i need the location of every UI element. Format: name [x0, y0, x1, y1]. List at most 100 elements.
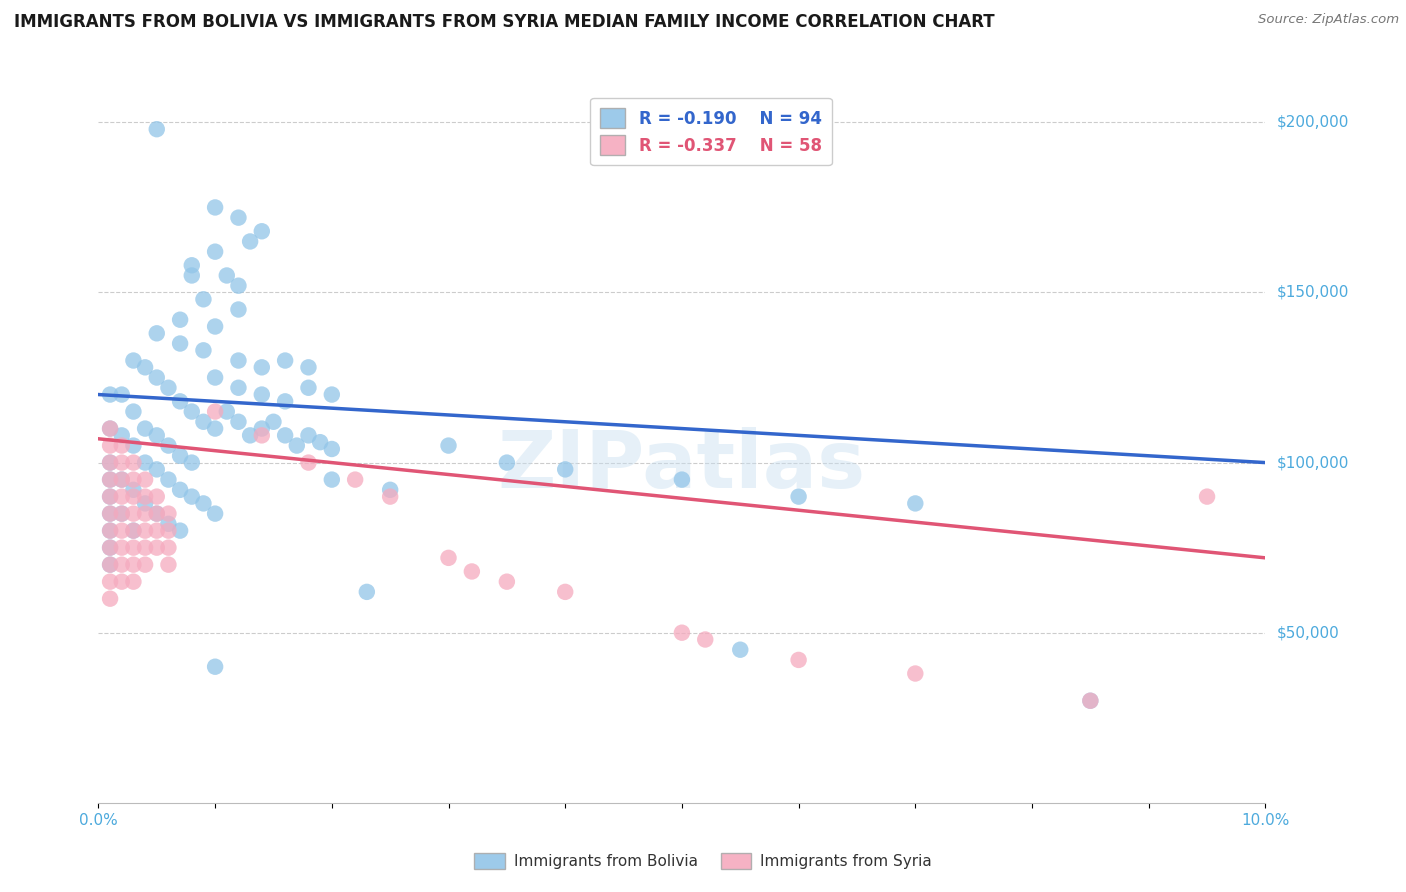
Point	[134, 558, 156, 572]
Point	[461, 565, 484, 579]
Point	[122, 353, 145, 368]
Point	[554, 462, 576, 476]
Point	[98, 421, 121, 435]
Point	[122, 473, 145, 487]
Point	[169, 524, 191, 538]
Text: $200,000: $200,000	[1277, 115, 1348, 130]
Point	[321, 473, 343, 487]
Point	[297, 456, 319, 470]
Point	[496, 574, 519, 589]
Point	[297, 360, 319, 375]
Point	[904, 666, 927, 681]
Point	[671, 625, 693, 640]
Point	[146, 122, 169, 136]
Point	[111, 524, 134, 538]
Point	[180, 404, 202, 418]
Point	[204, 404, 226, 418]
Point	[98, 558, 121, 572]
Point	[228, 302, 250, 317]
Point	[204, 244, 226, 259]
Point	[98, 456, 121, 470]
Point	[122, 524, 145, 538]
Point	[111, 428, 134, 442]
Text: $50,000: $50,000	[1277, 625, 1340, 640]
Point	[146, 507, 169, 521]
Point	[146, 490, 169, 504]
Point	[111, 387, 134, 401]
Point	[169, 394, 191, 409]
Point	[157, 524, 180, 538]
Point	[321, 387, 343, 401]
Point	[134, 524, 156, 538]
Point	[285, 439, 308, 453]
Point	[122, 574, 145, 589]
Point	[122, 456, 145, 470]
Point	[380, 490, 402, 504]
Point	[146, 541, 169, 555]
Point	[204, 370, 226, 384]
Point	[98, 387, 121, 401]
Point	[204, 659, 226, 673]
Point	[98, 541, 121, 555]
Point	[98, 574, 121, 589]
Point	[356, 585, 378, 599]
Point	[180, 268, 202, 283]
Point	[228, 353, 250, 368]
Point	[228, 211, 250, 225]
Text: IMMIGRANTS FROM BOLIVIA VS IMMIGRANTS FROM SYRIA MEDIAN FAMILY INCOME CORRELATIO: IMMIGRANTS FROM BOLIVIA VS IMMIGRANTS FR…	[14, 13, 994, 31]
Point	[146, 326, 169, 341]
Point	[134, 360, 156, 375]
Point	[215, 268, 238, 283]
Point	[274, 428, 297, 442]
Point	[111, 507, 134, 521]
Point	[111, 507, 134, 521]
Point	[157, 381, 180, 395]
Point	[169, 449, 191, 463]
Point	[98, 524, 121, 538]
Point	[98, 541, 121, 555]
Point	[250, 428, 273, 442]
Point	[204, 319, 226, 334]
Point	[1195, 490, 1218, 504]
Point	[98, 473, 121, 487]
Point	[98, 439, 121, 453]
Text: $100,000: $100,000	[1277, 455, 1348, 470]
Point	[122, 558, 145, 572]
Point	[228, 278, 250, 293]
Point	[111, 439, 134, 453]
Point	[98, 507, 121, 521]
Point	[98, 591, 121, 606]
Point	[730, 642, 752, 657]
Point	[98, 558, 121, 572]
Point	[180, 258, 202, 272]
Point	[262, 415, 284, 429]
Point	[904, 496, 927, 510]
Point	[157, 439, 180, 453]
Point	[122, 541, 145, 555]
Point	[1080, 694, 1102, 708]
Point	[193, 415, 215, 429]
Point	[180, 456, 202, 470]
Point	[134, 456, 156, 470]
Text: $150,000: $150,000	[1277, 285, 1348, 300]
Point	[122, 490, 145, 504]
Point	[157, 507, 180, 521]
Point	[111, 558, 134, 572]
Point	[1080, 694, 1102, 708]
Point	[787, 653, 810, 667]
Point	[111, 473, 134, 487]
Point	[146, 370, 169, 384]
Point	[309, 435, 332, 450]
Point	[297, 381, 319, 395]
Point	[157, 558, 180, 572]
Point	[134, 490, 156, 504]
Point	[98, 473, 121, 487]
Point	[437, 550, 460, 565]
Point	[274, 394, 297, 409]
Point	[204, 201, 226, 215]
Point	[146, 428, 169, 442]
Point	[122, 483, 145, 497]
Point	[344, 473, 367, 487]
Point	[134, 507, 156, 521]
Point	[169, 483, 191, 497]
